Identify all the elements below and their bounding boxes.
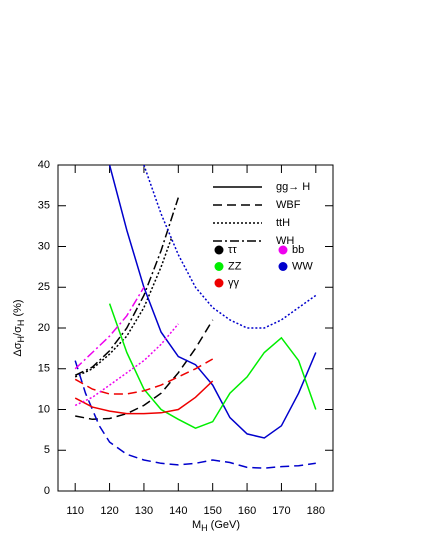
legend-label: gg→ H: [276, 181, 310, 193]
x-tick-label: 160: [238, 505, 256, 517]
y-axis-label-part: H: [16, 336, 26, 343]
legend-dot: [214, 262, 224, 271]
series-line: [143, 165, 317, 329]
x-tick-label: 150: [204, 505, 222, 517]
y-tick-label: 30: [38, 240, 50, 252]
x-axis-label-part: H: [201, 523, 208, 533]
series-line: [108, 303, 317, 430]
y-tick-label: 0: [44, 485, 50, 497]
series-line: [74, 323, 179, 407]
legend-label: WBF: [276, 199, 301, 211]
x-tick-label: 180: [307, 505, 325, 517]
series-line: [75, 319, 214, 421]
legend-label: γγ: [228, 277, 240, 289]
plot-frame: [57, 164, 334, 492]
legend-label: WH: [276, 235, 294, 247]
series-line: [74, 380, 214, 415]
y-tick-label: 20: [38, 322, 50, 334]
y-tick-label: 10: [38, 403, 50, 415]
legend-label: WW: [292, 260, 313, 272]
x-axis-label-part: M: [192, 519, 201, 531]
y-tick-label: 5: [44, 444, 50, 456]
legend-dot: [278, 245, 288, 255]
x-axis-label: MH (GeV): [192, 519, 240, 533]
x-tick-label: 170: [272, 505, 290, 517]
y-tick-label: 25: [38, 281, 50, 293]
x-tick-label: 130: [135, 505, 153, 517]
legend-dot: [214, 245, 224, 255]
legend-dot: [278, 262, 288, 271]
y-axis-label-part: /σ: [12, 326, 24, 336]
x-tick-label: 120: [100, 505, 118, 517]
series-line: [74, 358, 214, 395]
y-axis-label: ΔσH/σH (%): [12, 299, 26, 356]
y-tick-label: 35: [38, 200, 50, 212]
y-tick-label: 15: [38, 363, 50, 375]
series-line: [74, 360, 316, 469]
y-axis-label-part: H: [16, 320, 26, 327]
legend-label: ττ: [228, 244, 237, 256]
legend-dot: [214, 278, 224, 288]
legend-label: bb: [292, 244, 304, 256]
y-axis-label-part: (%): [12, 299, 24, 319]
y-axis-label-part: Δσ: [12, 342, 24, 356]
series-line: [74, 197, 180, 376]
legend-label: ttH: [276, 217, 290, 229]
legend-label: ZZ: [228, 260, 242, 272]
x-tick-label: 140: [169, 505, 187, 517]
y-tick-label: 40: [38, 159, 50, 171]
series-line: [74, 286, 145, 370]
x-tick-label: 110: [66, 505, 84, 517]
x-axis-label-part: (GeV): [208, 519, 240, 531]
